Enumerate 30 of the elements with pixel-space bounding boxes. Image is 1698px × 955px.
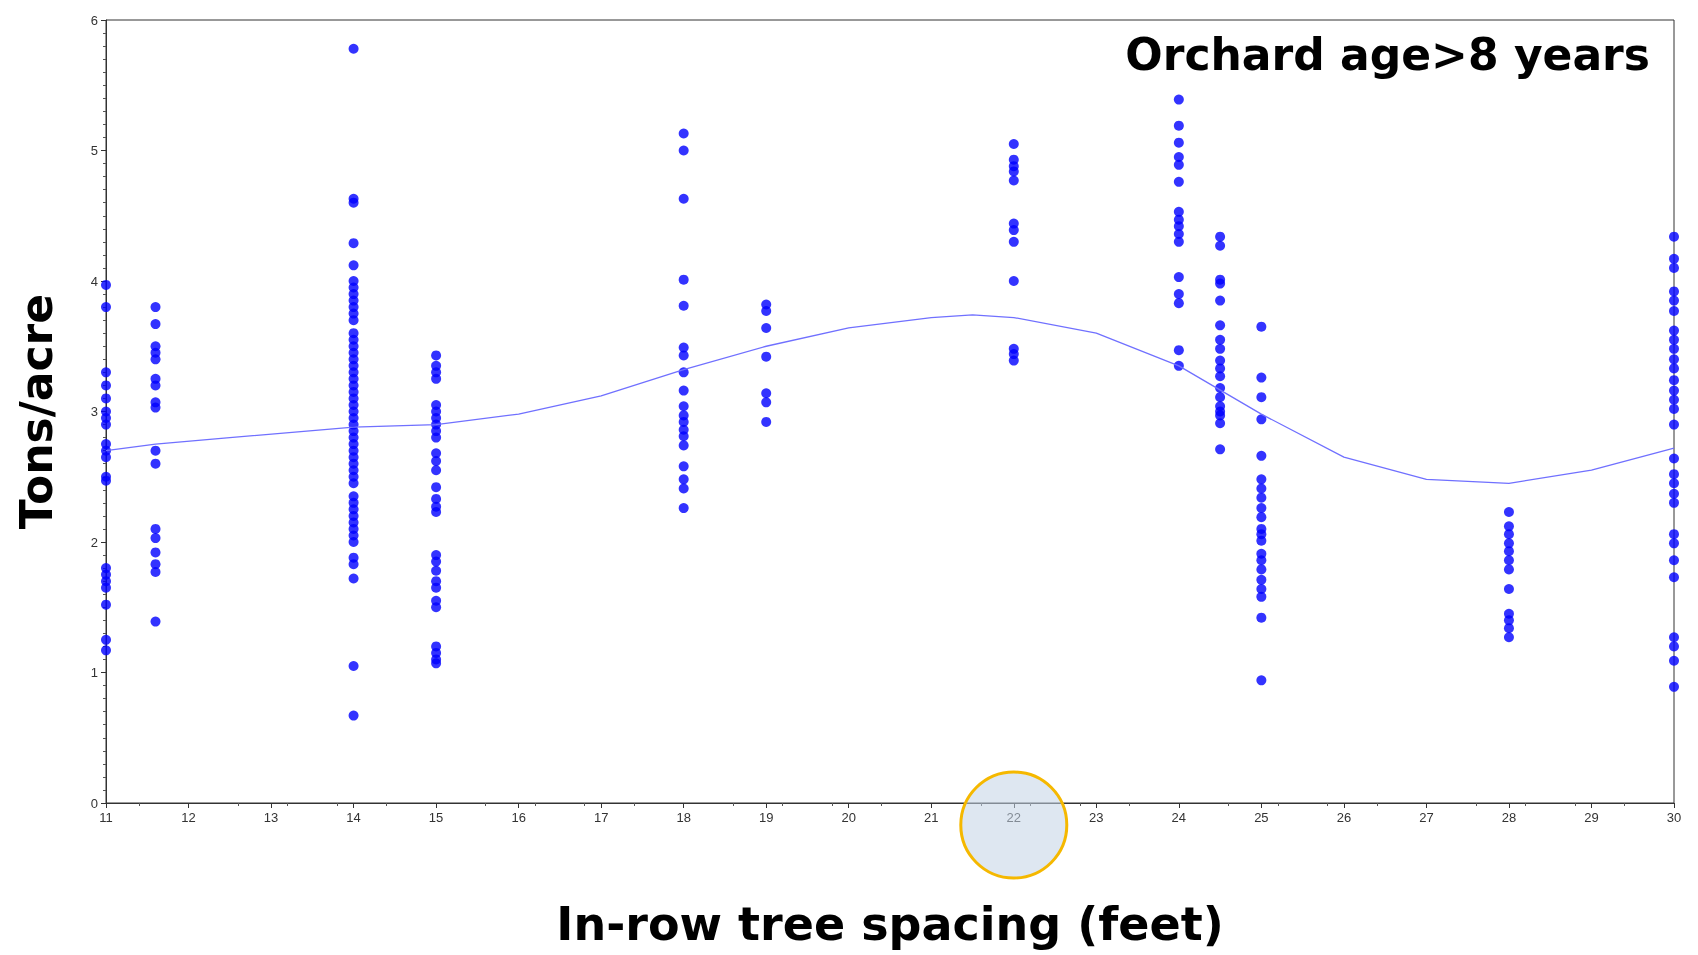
x-tick-label: 30 [1666, 810, 1682, 825]
x-tick-label: 26 [1336, 810, 1352, 825]
y-tick-label: 1 [90, 665, 98, 680]
x-tick-label: 14 [346, 810, 361, 825]
x-tick-label: 17 [593, 810, 609, 825]
x-tick-label: 21 [924, 810, 939, 825]
x-tick-label: 24 [1171, 810, 1187, 825]
x-tick-label: 28 [1501, 810, 1517, 825]
y-tick-label: 3 [90, 404, 98, 419]
y-axis-title: Tons/acre [10, 293, 62, 530]
x-tick-label: 27 [1419, 810, 1434, 825]
x-tick-label: 20 [841, 810, 856, 825]
y-tick-label: 5 [90, 143, 98, 158]
x-tick-label: 16 [511, 810, 526, 825]
annotation: Orchard age>8 years [1125, 28, 1651, 80]
y-tick-label: 4 [90, 273, 98, 289]
y-tick-label: 2 [90, 534, 98, 550]
x-tick-label: 15 [428, 810, 444, 825]
x-axis-title: In-row tree spacing (feet) [556, 897, 1224, 951]
x-tick-label: 29 [1584, 810, 1599, 825]
y-tick-label: 6 [90, 12, 98, 28]
x-tick-label: 18 [676, 810, 691, 825]
x-tick-label: 22 [1006, 810, 1022, 825]
x-tick-label: 25 [1254, 810, 1269, 825]
x-tick-label: 13 [263, 810, 279, 825]
x-tick-label: 23 [1089, 810, 1104, 825]
x-tick-label: 19 [758, 810, 774, 825]
x-tick-label: 11 [99, 810, 113, 825]
y-tick-label: 0 [90, 795, 98, 811]
x-tick-label: 12 [181, 810, 196, 825]
